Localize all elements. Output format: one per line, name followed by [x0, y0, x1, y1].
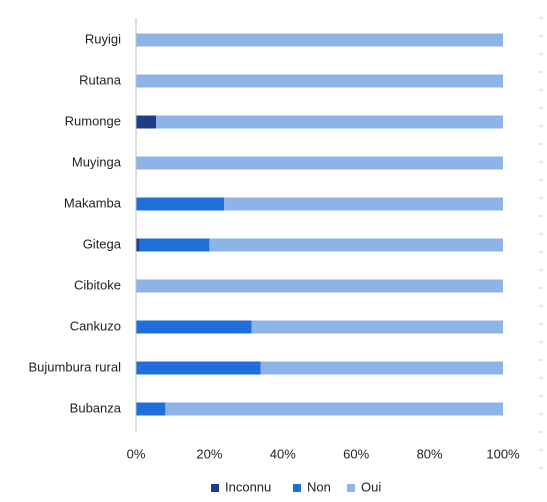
category-label-muyinga: Muyinga [72, 154, 122, 169]
x-tick-label-4: 80% [417, 446, 443, 461]
bar-non-bubanza [136, 402, 166, 416]
category-labels: Ruyigi Rutana Rumonge Muyinga Makamba Gitega C… [29, 31, 122, 415]
x-tick-label-5: 100% [486, 446, 520, 461]
category-label-ruyigi: Ruyigi [85, 31, 121, 46]
category-label-bujumbura-rural: Bujumbura rural [29, 359, 122, 374]
bar-inconnu-gitega [136, 238, 140, 252]
legend-label-non: Non [307, 479, 331, 494]
bar-inconnu-rumonge [136, 115, 157, 129]
x-tick-label-0: 0% [127, 446, 146, 461]
category-label-rumonge: Rumonge [65, 113, 121, 128]
legend-label-inconnu: Inconnu [225, 479, 271, 494]
category-label-gitega: Gitega [83, 236, 122, 251]
bar-non-cankuzo [136, 320, 252, 334]
bar-non-gitega [139, 238, 210, 252]
category-label-makamba: Makamba [64, 195, 122, 210]
x-axis-ticks: 0% 20% 40% 60% 80% 100% [127, 446, 520, 461]
x-tick-label-2: 40% [270, 446, 296, 461]
bar-oui-muyinga [136, 156, 503, 170]
bar-oui-cankuzo [251, 320, 503, 334]
x-tick-label-3: 60% [343, 446, 369, 461]
category-label-bubanza: Bubanza [70, 400, 122, 415]
right-edge-ticks [539, 17, 543, 469]
category-label-cibitoke: Cibitoke [74, 277, 121, 292]
bar-oui-bujumbura-rural [260, 361, 503, 375]
bar-oui-bubanza [165, 402, 504, 416]
bar-oui-rumonge [156, 115, 503, 129]
x-tick-label-1: 20% [196, 446, 222, 461]
legend-swatch-non [293, 484, 301, 492]
bar-oui-ruyigi [136, 33, 503, 47]
legend-swatch-inconnu [211, 484, 219, 492]
bar-oui-rutana [136, 74, 503, 88]
bar-non-makamba [136, 197, 225, 211]
bar-oui-makamba [224, 197, 503, 211]
bars-group [136, 33, 504, 416]
category-label-cankuzo: Cankuzo [70, 318, 121, 333]
bar-non-bujumbura-rural [136, 361, 261, 375]
legend-swatch-oui [347, 484, 355, 492]
category-label-rutana: Rutana [79, 72, 122, 87]
bar-oui-cibitoke [136, 279, 503, 293]
legend: Inconnu Non Oui [211, 479, 381, 494]
bar-oui-gitega [209, 238, 503, 252]
legend-label-oui: Oui [361, 479, 381, 494]
